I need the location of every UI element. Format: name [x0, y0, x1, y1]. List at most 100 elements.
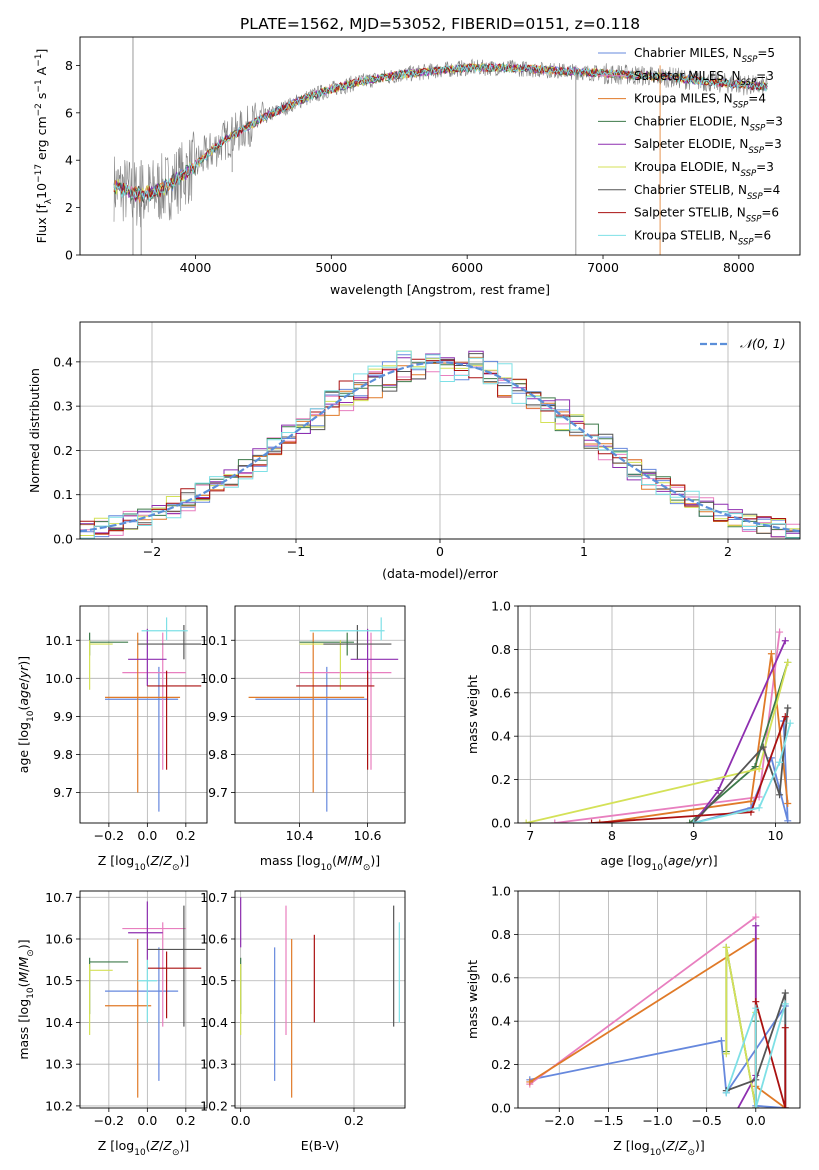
- mass-vs-ebv-plot-area: [240, 897, 400, 1098]
- x-tick-label: −0.2: [94, 1113, 124, 1128]
- weight-marker: [786, 719, 794, 727]
- y-label-part: −1: [34, 79, 44, 92]
- model-spectrum-chabrier-elodie: [113, 62, 768, 202]
- y-tick-label: 10.5: [200, 973, 228, 988]
- y-tick-label: 0.0: [491, 1101, 511, 1116]
- gaussian-reference-curve: [80, 361, 800, 533]
- weight-marker: [781, 1000, 789, 1008]
- y-axis-label: Flux [fλ10−17 erg cm−2 s−1 A−1]: [34, 49, 54, 244]
- x-label-part: )]: [179, 1138, 189, 1153]
- x-tick-label: −2.0: [544, 1113, 574, 1128]
- y-label-part: ⊙: [26, 949, 36, 957]
- x-label-part: )]: [695, 1138, 705, 1153]
- errorbar-salpeter-miles: [122, 632, 186, 770]
- legend-label: Chabrier MILES, N: [634, 46, 742, 60]
- legend-entry: Kroupa MILES, NSSP=4: [634, 92, 766, 111]
- errorbar-salpeter-miles: [122, 922, 186, 1027]
- x-label-part: 10: [134, 1148, 146, 1158]
- x-axis-label: Z [log10(Z/Z⊙)]: [98, 1138, 190, 1158]
- weight-marker: [752, 922, 760, 930]
- legend-label: Kroupa STELIB, N: [634, 228, 738, 242]
- weight-marker: [767, 650, 775, 658]
- y-tick-label: 10.3: [200, 1057, 228, 1072]
- residual-histogram-plot-area: [80, 350, 800, 539]
- weight-marker: [714, 786, 722, 794]
- x-label-part: Z: [678, 1138, 688, 1153]
- x-tick-label: −0.5: [691, 1113, 721, 1128]
- errorbar-chabrier-miles: [255, 666, 368, 812]
- spectrum-plot-area: [113, 37, 768, 255]
- age-vs-z-panel: −0.2 0.0 0.29.79.89.910.010.1Z [log10(Z/Z⊙…: [16, 605, 208, 873]
- y-axis-label: mass [log10(M/M⊙)]: [16, 939, 36, 1059]
- x-label-part: )]: [370, 853, 380, 868]
- mass-weight-vs-z-plot-area: [526, 913, 789, 1133]
- x-tick-label: 6000: [451, 260, 483, 275]
- x-label-part: /: [691, 853, 696, 868]
- errorbar-kroupa-miles: [105, 938, 152, 1098]
- weight-marker: [588, 819, 596, 823]
- legend-tail: =5: [757, 46, 775, 60]
- x-axis-label: age [log10(age/yr)]: [600, 853, 717, 873]
- weight-marker: [784, 704, 792, 712]
- y-tick-label: 10.2: [45, 1098, 73, 1113]
- y-label-part: erg cm: [34, 116, 49, 164]
- errorbar-salpeter-elodie: [128, 901, 163, 960]
- y-axis-label: age [log10(age/yr)]: [16, 656, 36, 773]
- legend-subscript: SSP: [741, 169, 757, 179]
- x-label-part: mass [log: [260, 853, 321, 868]
- y-label-part: )]: [16, 656, 31, 666]
- y-label-part: 10: [26, 710, 36, 722]
- errorbar-salpeter-miles: [299, 632, 392, 770]
- y-tick-label: 1.0: [491, 599, 511, 614]
- legend-subscript: SSP: [747, 192, 763, 202]
- x-label-part: Z: [150, 1138, 160, 1153]
- age-vs-mass-plot-area: [248, 617, 399, 812]
- y-tick-label: 0.6: [491, 685, 511, 700]
- x-label-part: (: [661, 1138, 666, 1153]
- x-label-part: 10: [321, 863, 333, 873]
- x-tick-label: 10.4: [286, 828, 314, 843]
- weight-marker: [522, 819, 530, 823]
- axes-frame: [79, 605, 208, 824]
- legend-subscript: SSP: [733, 101, 749, 111]
- weight-marker: [723, 1126, 730, 1133]
- x-tick-label: 0.0: [231, 1113, 251, 1128]
- errorbar-chabrier-stelib: [147, 905, 206, 1027]
- x-tick-label: −2: [143, 544, 161, 559]
- model-spectrum-salpeter-stelib: [113, 63, 768, 201]
- weight-line-kroupa-stelib: [725, 1003, 787, 1108]
- x-label-part: age [log: [600, 853, 651, 868]
- mass-vs-z-plot-area: [89, 901, 206, 1098]
- x-label-part: E(B-V): [301, 1138, 340, 1153]
- x-label-part: Z [log: [98, 853, 134, 868]
- weight-marker: [781, 1104, 789, 1108]
- y-tick-label: 2: [65, 200, 73, 215]
- y-label-part: Flux [f: [34, 204, 49, 244]
- y-tick-label: 10.1: [200, 633, 228, 648]
- x-label-part: /: [675, 1138, 680, 1153]
- y-label-part: yr: [16, 665, 31, 679]
- errorbar-salpeter-stelib: [147, 951, 202, 1019]
- legend-tail: =3: [756, 160, 774, 174]
- weight-line-kroupa-miles: [599, 653, 789, 823]
- y-label-part: λ: [44, 198, 54, 204]
- legend-tail: =4: [748, 92, 766, 106]
- legend-label: Salpeter STELIB, N: [634, 206, 746, 220]
- weight-marker: [752, 998, 760, 1006]
- errorbar-kroupa-miles: [105, 632, 181, 793]
- y-tick-label: 9.8: [53, 747, 73, 762]
- x-tick-label: −1.0: [642, 1113, 672, 1128]
- x-tick-label: 0.2: [176, 828, 196, 843]
- y-tick-label: 9.8: [208, 747, 228, 762]
- weight-line-salpeter-elodie: [692, 640, 787, 823]
- x-tick-label: −1: [287, 544, 305, 559]
- y-tick-label: 0.2: [491, 1057, 511, 1072]
- x-label-part: )]: [179, 853, 189, 868]
- y-label-part: ]: [34, 49, 49, 54]
- x-label-part: ⊙: [363, 863, 371, 873]
- x-label-part: M: [352, 853, 363, 868]
- legend-entry: Chabrier STELIB, NSSP=4: [634, 183, 780, 202]
- model-spectrum-kroupa-miles: [113, 62, 768, 204]
